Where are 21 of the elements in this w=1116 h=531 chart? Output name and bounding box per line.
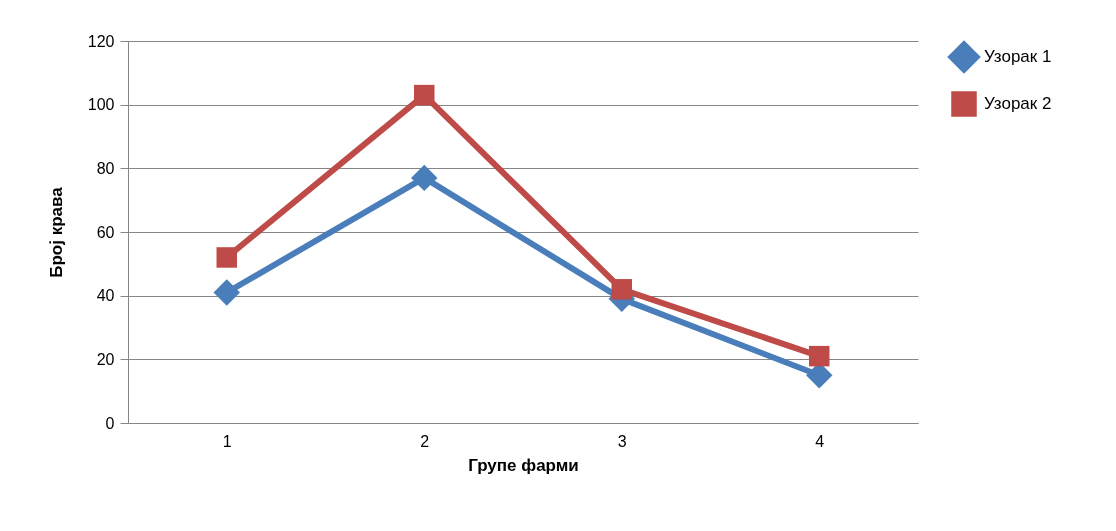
point: [414, 84, 435, 106]
legend-label: Узорак 1: [984, 47, 1052, 66]
point: [809, 345, 830, 367]
x-tick-label: 3: [617, 432, 627, 450]
y-tick-label: 0: [105, 414, 115, 432]
y-tick-label: 60: [96, 223, 115, 241]
x-tick-label: 1: [222, 432, 232, 450]
y-tick-label: 120: [87, 32, 115, 50]
x-tick-label: 4: [815, 432, 825, 450]
point: [216, 247, 237, 268]
point: [611, 279, 632, 300]
y-tick-label: 80: [96, 159, 115, 177]
y-tick-label: 40: [96, 287, 115, 305]
x-tick-label: 2: [420, 432, 430, 450]
y-tick-label: 100: [87, 96, 115, 114]
point: [213, 279, 240, 306]
x-axis-title: Групе фарми: [468, 455, 579, 475]
point: [411, 164, 438, 192]
y-tick-label: 20: [96, 350, 115, 368]
legend-label: Узорак 2: [984, 94, 1052, 113]
y-axis-title: Број крава: [46, 186, 66, 278]
